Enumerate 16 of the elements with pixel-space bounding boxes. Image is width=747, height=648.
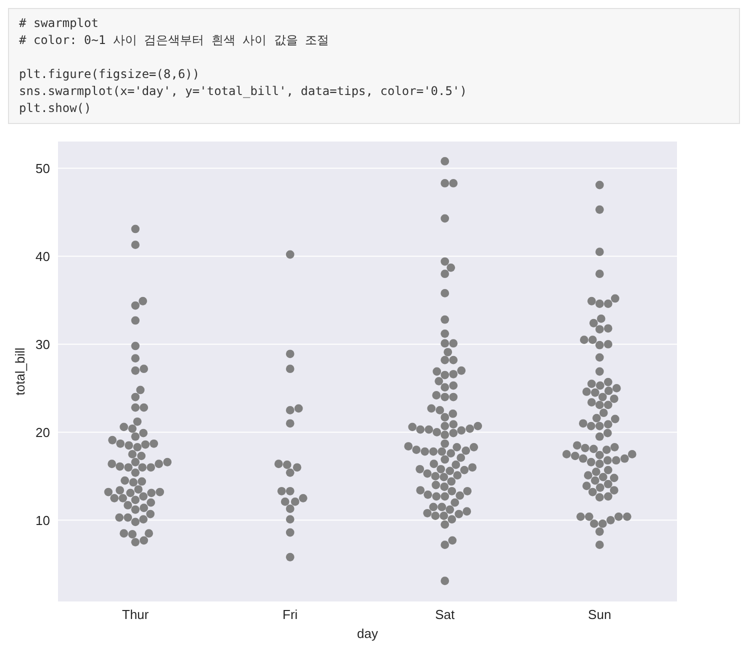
y-tick-label: 30 [36,336,50,352]
text: # color: 0~1 사이 검은색부터 흰색 사이 값을 조절 [19,32,330,49]
y-tick-label: 40 [36,248,50,264]
y-tick-label: 50 [36,160,50,176]
x-axis-title: day [357,626,378,641]
y-tick-label: 20 [36,424,50,440]
text: plt.figure(figsize=(8,6)) [19,66,201,83]
x-tick-label: Sat [435,607,456,622]
x-tick-label: Fri [282,607,298,622]
text: # swarmplot [19,15,100,32]
y-axis-title: total_bill [12,348,28,396]
text: sns.swarmplot(x='day', y='total_bill', data=tips, color='0.5') [19,83,468,100]
x-tick-label: Thur [122,607,150,622]
text: plt.show() [19,100,92,117]
y-tick-label: 10 [36,512,50,528]
x-tick-label: Sun [588,607,612,622]
